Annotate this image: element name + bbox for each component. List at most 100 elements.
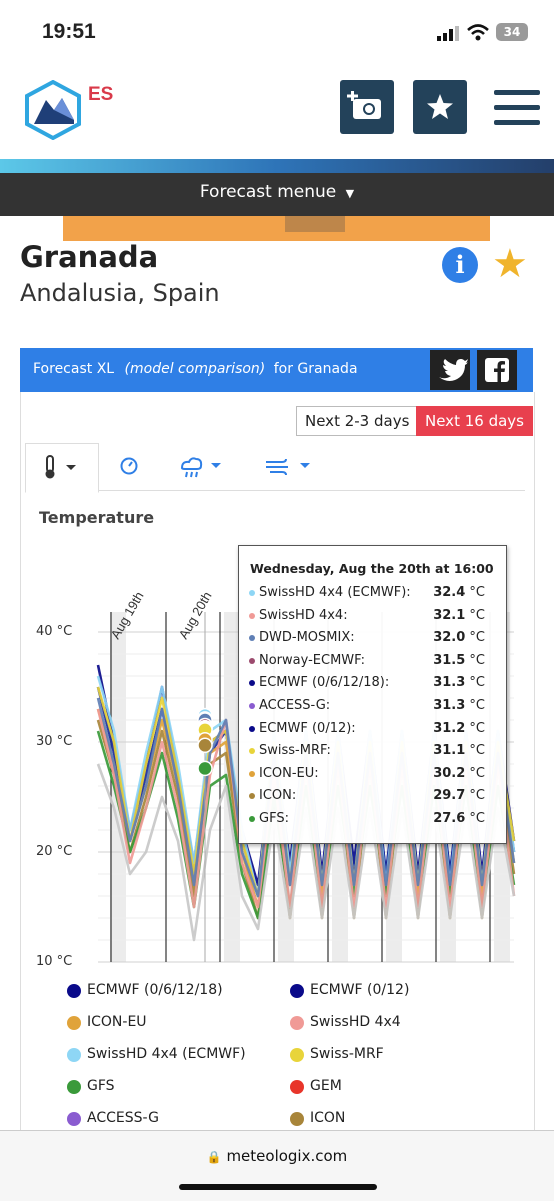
wifi-icon [467, 24, 489, 41]
tooltip-series-value: 31.3 °C [433, 698, 485, 713]
gauge-icon[interactable] [119, 456, 139, 476]
hamburger-menu-button[interactable] [494, 88, 540, 128]
tooltip-value-number: 32.0 [433, 630, 466, 646]
forecast-menu-button[interactable]: Forecast menue ▼ [0, 173, 554, 216]
tooltip-series-value: 32.1 °C [433, 608, 485, 623]
tooltip-series-name: Swiss-MRF: [259, 743, 331, 759]
tooltip-value-unit: °C [469, 652, 485, 668]
tooltip-value-number: 31.2 [433, 720, 466, 736]
legend-label: Swiss-MRF [310, 1046, 384, 1062]
tooltip-series-name: SwissHD 4x4: [259, 607, 348, 623]
wind-icon[interactable] [264, 456, 312, 478]
tooltip-value-unit: °C [469, 788, 485, 804]
tooltip-value-number: 31.3 [433, 698, 466, 713]
y-tick-30: 30 °C [36, 734, 73, 749]
tooltip-series-value: 27.6 °C [433, 811, 485, 826]
tooltip-series-value: 31.2 °C [433, 721, 485, 736]
tooltip-value-unit: °C [469, 607, 485, 623]
tooltip-series-value: 31.3 °C [433, 675, 485, 690]
ad-banner-figures [285, 216, 345, 232]
legend-marker [67, 1048, 81, 1062]
legend-marker [67, 984, 81, 998]
header-gradient [0, 159, 554, 173]
info-icon[interactable]: i [442, 247, 478, 283]
tooltip-row: ACCESS-G: 31.3 °C [249, 696, 497, 718]
browser-bottom-bar [0, 1130, 554, 1201]
tooltip-series-value: 30.2 °C [433, 766, 485, 781]
tooltip-series-value: 32.0 °C [433, 630, 485, 645]
page-title: Granada [20, 240, 159, 274]
title-prefix: Forecast XL [33, 361, 115, 377]
tooltip-series-name: Norway-ECMWF: [259, 652, 365, 668]
facebook-share-button[interactable] [477, 350, 517, 390]
tooltip-series-name: ACCESS-G: [259, 698, 331, 713]
page-subtitle: Andalusia, Spain [20, 279, 220, 307]
tooltip-title: Wednesday, Aug the 20th at 16:00 [250, 561, 494, 576]
tab-temperature[interactable] [25, 443, 99, 493]
tooltip-series-value: 31.5 °C [433, 653, 485, 668]
ad-banner[interactable] [63, 216, 490, 241]
status-bar: 19:51 34 [0, 0, 554, 64]
twitter-share-button[interactable] [430, 350, 470, 390]
range-long-button[interactable]: Next 16 days [416, 406, 533, 436]
tooltip-value-number: 27.6 [433, 811, 466, 826]
tooltip-series-marker [249, 748, 255, 755]
camera-plus-icon [347, 91, 381, 119]
facebook-icon [485, 358, 509, 382]
tooltip-value-unit: °C [469, 743, 485, 759]
add-photo-button[interactable] [340, 80, 394, 134]
legend-label: ECMWF (0/6/12/18) [87, 982, 223, 998]
tooltip-series-name: ECMWF (0/12): [259, 720, 356, 736]
forecast-xl-header: Forecast XL (model comparison) for Grana… [20, 348, 533, 392]
forecast-card [20, 392, 535, 1152]
tooltip-row: GFS: 27.6 °C [249, 809, 497, 831]
tooltip-row: ICON-EU: 30.2 °C [249, 764, 497, 786]
tooltip-series-marker [249, 590, 255, 596]
tooltip-value-unit: °C [469, 811, 485, 826]
home-indicator [179, 1184, 377, 1190]
favorites-button[interactable] [413, 80, 467, 134]
legend-label: ICON [310, 1110, 346, 1126]
tooltip-value-unit: °C [469, 698, 485, 713]
twitter-icon [439, 359, 468, 381]
tooltip-row: DWD-MOSMIX: 32.0 °C [249, 628, 497, 650]
legend-marker [290, 1112, 304, 1126]
title-suffix: for Granada [273, 361, 358, 377]
tooltip-series-name: ICON-EU: [259, 765, 319, 781]
tooltip-value-number: 31.3 [433, 675, 466, 691]
legend-label: SwissHD 4x4 (ECMWF) [87, 1046, 246, 1062]
tooltip-value-unit: °C [469, 675, 485, 691]
tooltip-series-value: 31.1 °C [433, 743, 485, 758]
url-bar[interactable]: 🔒 meteologix.com [0, 1147, 554, 1165]
tooltip-series-marker [249, 612, 255, 619]
battery-icon: 34 [496, 23, 528, 41]
star-icon [427, 94, 453, 119]
thermometer-icon [45, 455, 76, 479]
legend-marker [290, 1016, 304, 1030]
tooltip-series-name: DWD-MOSMIX: [259, 630, 355, 646]
rain-cloud-icon[interactable] [178, 454, 224, 480]
tooltip-series-marker [249, 680, 255, 687]
legend-label: ECMWF (0/12) [310, 982, 410, 998]
lock-icon: 🔒 [206, 1150, 222, 1164]
caret-down-icon: ▼ [345, 187, 355, 200]
legend-marker [290, 1080, 304, 1094]
tooltip-row: ICON: 29.7 °C [249, 786, 497, 808]
tooltip-series-marker [249, 793, 255, 800]
status-time: 19:51 [42, 20, 96, 43]
tooltip-series-marker [249, 635, 255, 642]
tooltip-series-marker [249, 770, 255, 777]
forecast-xl-title: Forecast XL (model comparison) for Grana… [33, 361, 358, 377]
tooltip-value-unit: °C [469, 585, 485, 600]
legend-label: GEM [310, 1078, 342, 1094]
country-code[interactable]: ES [88, 84, 114, 105]
chart-title: Temperature [39, 508, 155, 527]
y-tick-20: 20 °C [36, 844, 73, 859]
tooltip-row: Norway-ECMWF: 31.5 °C [249, 651, 497, 673]
tooltip-row: SwissHD 4x4 (ECMWF): 32.4 °C [249, 583, 497, 605]
tooltip-value-unit: °C [469, 765, 485, 781]
logo-icon[interactable] [24, 80, 82, 140]
range-short-button[interactable]: Next 2-3 days [296, 406, 419, 436]
favorite-star-icon[interactable]: ★ [492, 241, 528, 287]
tooltip-row: ECMWF (0/12): 31.2 °C [249, 719, 497, 741]
